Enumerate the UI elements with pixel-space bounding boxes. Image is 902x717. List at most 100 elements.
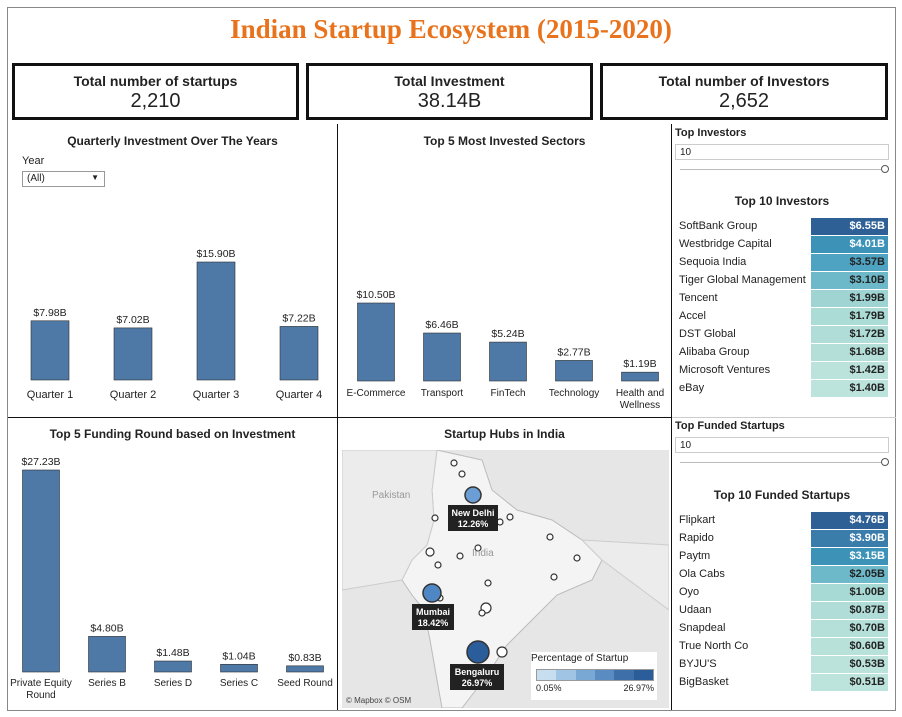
hub-name: New Delhi xyxy=(451,508,494,518)
bar[interactable] xyxy=(279,326,319,381)
table-row[interactable]: Snapdeal $0.70B xyxy=(676,619,888,637)
row-value: $3.90B xyxy=(811,530,888,547)
hub-marker[interactable] xyxy=(431,514,439,522)
hub-marker[interactable] xyxy=(550,573,558,581)
hub-marker-mumbai[interactable] xyxy=(422,583,442,603)
map-label-pakistan: Pakistan xyxy=(372,490,410,501)
kpi-total-investment: Total Investment 38.14B xyxy=(306,63,593,120)
table-row[interactable]: DST Global $1.72B xyxy=(676,325,888,343)
kpi-total-investors: Total number of Investors 2,652 xyxy=(600,63,888,120)
table-row[interactable]: Ola Cabs $2.05B xyxy=(676,565,888,583)
bar-value-label: $7.02B xyxy=(116,314,149,326)
row-value: $3.10B xyxy=(811,272,888,289)
hub-marker[interactable] xyxy=(456,552,464,560)
dashboard-title: Indian Startup Ecosystem (2015-2020) xyxy=(230,14,672,44)
bar[interactable] xyxy=(423,332,461,382)
hub-label-new-delhi: New Delhi 12.26% xyxy=(448,505,498,531)
bar[interactable] xyxy=(286,665,324,673)
table-row[interactable]: Rapido $3.90B xyxy=(676,529,888,547)
table-row[interactable]: Sequoia India $3.57B xyxy=(676,253,888,271)
dashboard-frame xyxy=(7,7,896,711)
bar[interactable] xyxy=(30,320,70,381)
hub-marker[interactable] xyxy=(434,561,442,569)
table-row[interactable]: Tencent $1.99B xyxy=(676,289,888,307)
category-label: Seed Round xyxy=(277,678,333,689)
bar[interactable] xyxy=(88,636,126,673)
bar[interactable] xyxy=(113,327,153,381)
bar[interactable] xyxy=(621,371,659,382)
bar[interactable] xyxy=(357,302,395,382)
bar[interactable] xyxy=(154,660,192,673)
row-value: $1.99B xyxy=(811,290,888,307)
bar-value-label: $1.48B xyxy=(156,647,189,659)
bar-value-label: $4.80B xyxy=(90,622,123,634)
table-row[interactable]: Paytm $3.15B xyxy=(676,547,888,565)
top-investors-table: SoftBank Group $6.55B Westbridge Capital $4… xyxy=(676,217,888,397)
hub-marker[interactable] xyxy=(484,579,492,587)
table-row[interactable]: eBay $1.40B xyxy=(676,379,888,397)
map-area[interactable]: Pakistan India New Delhi 12.26% Mumbai 1… xyxy=(342,450,669,708)
table-row[interactable]: Accel $1.79B xyxy=(676,307,888,325)
bar[interactable] xyxy=(22,469,60,673)
row-value: $4.01B xyxy=(811,236,888,253)
table-row[interactable]: True North Co $0.60B xyxy=(676,637,888,655)
hub-name: Bengaluru xyxy=(455,667,500,677)
hub-marker-bengaluru[interactable] xyxy=(466,640,490,664)
hub-marker[interactable] xyxy=(458,470,466,478)
table-row[interactable]: Westbridge Capital $4.01B xyxy=(676,235,888,253)
row-value: $1.68B xyxy=(811,344,888,361)
row-name: Oyo xyxy=(679,586,700,598)
top-investors-slider-handle[interactable] xyxy=(881,165,889,173)
row-name: Flipkart xyxy=(679,514,716,526)
top-startups-slider[interactable] xyxy=(680,462,885,463)
bar[interactable] xyxy=(220,663,258,673)
table-row[interactable]: Udaan $0.87B xyxy=(676,601,888,619)
year-filter-dropdown[interactable]: (All) ▼ xyxy=(22,171,105,187)
row-name: Accel xyxy=(679,310,706,322)
hub-marker[interactable] xyxy=(573,554,581,562)
sectors-bar-chart: $10.50B E-Commerce $6.46B Transport $5.24B Fi… xyxy=(347,289,665,411)
legend-max: 26.97% xyxy=(623,683,654,693)
hub-label-bengaluru: Bengaluru 26.97% xyxy=(450,664,504,690)
category-label: Quarter 3 xyxy=(193,389,239,401)
hub-marker[interactable] xyxy=(474,544,482,552)
row-name: Snapdeal xyxy=(679,622,726,634)
row-name: Tencent xyxy=(679,292,718,304)
table-row[interactable]: Oyo $1.00B xyxy=(676,583,888,601)
category-label: Transport xyxy=(421,388,464,399)
legend-title: Percentage of Startup xyxy=(531,653,629,664)
top-investors-slider[interactable] xyxy=(680,169,885,170)
table-row[interactable]: Flipkart $4.76B xyxy=(676,511,888,529)
kpi-value: 2,210 xyxy=(130,90,181,112)
bar-value-label: $0.83B xyxy=(288,652,321,664)
top-investors-param-input[interactable]: 10 xyxy=(675,144,889,160)
bar[interactable] xyxy=(489,341,527,382)
table-row[interactable]: BigBasket $0.51B xyxy=(676,673,888,691)
table-row[interactable]: Microsoft Ventures $1.42B xyxy=(676,361,888,379)
row-value: $1.72B xyxy=(811,326,888,343)
bar[interactable] xyxy=(555,360,593,382)
hub-marker[interactable] xyxy=(425,547,435,557)
table-row[interactable]: BYJU'S $0.53B xyxy=(676,655,888,673)
category-label: Technology xyxy=(549,388,600,399)
hub-marker-new-delhi[interactable] xyxy=(464,486,482,504)
hub-marker[interactable] xyxy=(546,533,554,541)
divider xyxy=(672,417,896,418)
kpi-label: Total number of startups xyxy=(73,73,238,89)
row-value: $1.42B xyxy=(811,362,888,379)
row-name: BYJU'S xyxy=(679,658,717,670)
category-label: Private Equity xyxy=(10,678,72,689)
hub-marker[interactable] xyxy=(478,609,486,617)
hub-marker[interactable] xyxy=(506,513,514,521)
table-row[interactable]: Alibaba Group $1.68B xyxy=(676,343,888,361)
hub-marker[interactable] xyxy=(450,459,458,467)
table-row[interactable]: Tiger Global Management $3.10B xyxy=(676,271,888,289)
top-investors-title: Top 10 Investors xyxy=(734,194,830,208)
table-row[interactable]: SoftBank Group $6.55B xyxy=(676,217,888,235)
hub-marker[interactable] xyxy=(496,646,508,658)
row-value: $2.05B xyxy=(811,566,888,583)
bar[interactable] xyxy=(196,261,236,381)
top-startups-slider-handle[interactable] xyxy=(881,458,889,466)
top-startups-param-input[interactable]: 10 xyxy=(675,437,889,453)
